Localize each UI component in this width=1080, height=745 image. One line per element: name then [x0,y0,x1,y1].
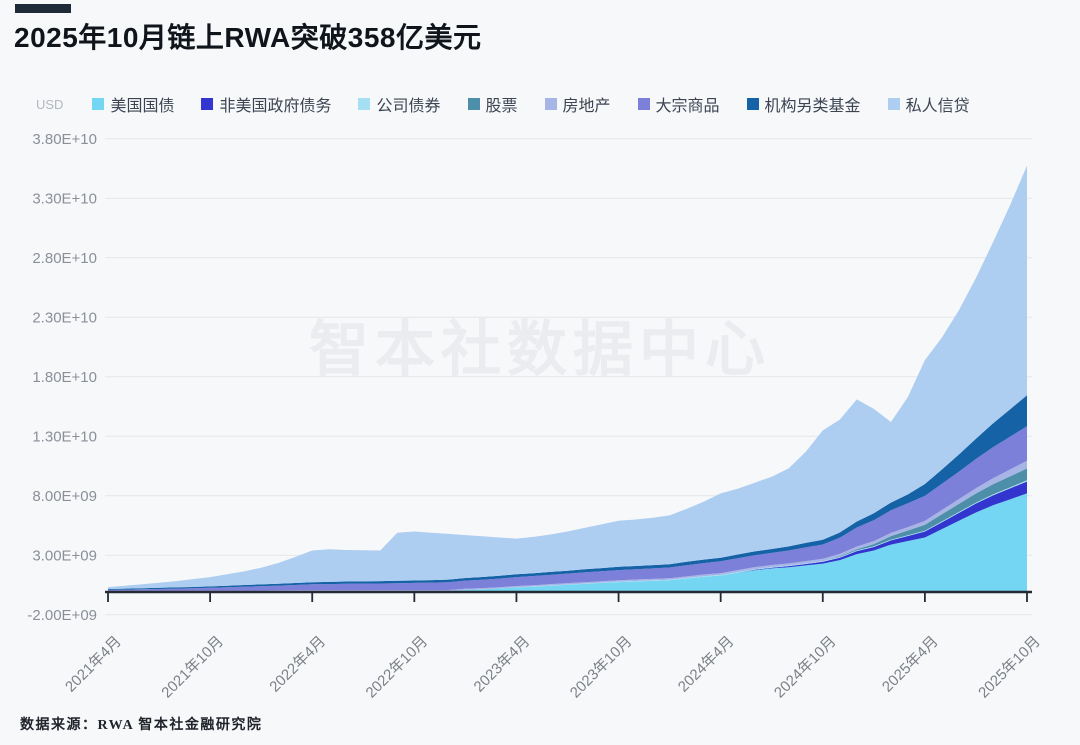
legend-label-real-estate: 房地产 [562,98,611,115]
x-tick-label: 2022年10月 [363,633,432,702]
page-title: 2025年10月链上RWA突破358亿美元 [14,22,482,53]
x-tick-label: 2024年4月 [675,633,738,696]
legend-swatch-us-treasury [92,98,105,110]
legend-label-institutional-alt-funds: 机构另类基金 [764,98,861,115]
chart-legend: USD 美国国债 非美国政府债务 公司债券 股票 房地产 大宗商品 机构另类基金 私人信贷 [36,92,1060,116]
x-axis [105,590,1032,602]
legend-label-private-credit: 私人信贷 [905,98,970,115]
y-tick-label: 8.00E+09 [32,488,97,505]
legend-swatch-institutional-alt-funds [746,98,759,110]
stacked-areas [108,165,1027,591]
y-tick-label: 3.00E+09 [32,547,97,564]
legend-swatch-non-us-gov-debt [201,98,214,110]
x-tick-label: 2023年4月 [471,633,534,696]
legend-label-non-us-gov-debt: 非美国政府债务 [219,98,332,115]
legend-label-corporate-bonds: 公司债券 [376,98,441,115]
y-tick-label: 1.30E+10 [32,428,97,445]
x-tick-label: 2025年10月 [975,633,1044,702]
x-tick-label: 2025年4月 [879,633,942,696]
y-axis-unit-label: USD [36,96,64,112]
y-tick-label: 2.30E+10 [32,309,97,326]
legend-item-stocks[interactable]: 股票 [467,92,518,116]
legend-item-commodities[interactable]: 大宗商品 [637,92,720,116]
legend-label-stocks: 股票 [485,98,518,115]
y-axis-labels: 3.80E+10 3.30E+10 2.80E+10 2.30E+10 1.80E+10… [27,131,97,624]
legend-swatch-commodities [637,98,650,110]
y-tick-label: 3.80E+10 [32,131,97,148]
legend-item-non-us-gov-debt[interactable]: 非美国政府债务 [201,92,331,116]
x-tick-label: 2022年4月 [266,633,329,696]
y-tick-label: 1.80E+10 [32,369,97,386]
legend-swatch-stocks [467,98,480,110]
x-tick-label: 2023年10月 [567,633,636,702]
legend-item-corporate-bonds[interactable]: 公司债券 [358,92,441,116]
legend-item-us-treasury[interactable]: 美国国债 [92,92,174,116]
legend-swatch-corporate-bonds [358,98,371,110]
y-tick-label: 2.80E+10 [32,250,97,267]
x-tick-label: 2021年10月 [158,633,227,702]
y-tick-label: -2.00E+09 [27,607,97,624]
data-source-note: 数据来源：RWA 智本社金融研究院 [20,718,263,733]
title-accent-bar [15,4,71,13]
legend-swatch-real-estate [544,98,557,110]
x-tick-label: 2024年10月 [771,633,840,702]
legend-label-us-treasury: 美国国债 [110,98,175,115]
y-tick-label: 3.30E+10 [32,190,97,207]
legend-item-private-credit[interactable]: 私人信贷 [887,92,970,116]
chart-legend-items: 美国国债 非美国政府债务 公司债券 股票 房地产 大宗商品 机构另类基金 私人信贷 [92,92,970,116]
legend-swatch-private-credit [887,98,900,110]
x-tick-label: 2021年4月 [62,633,125,696]
legend-item-institutional-alt-funds[interactable]: 机构另类基金 [746,92,861,116]
watermark-text: 智本社数据中心 [309,316,771,383]
legend-item-real-estate[interactable]: 房地产 [544,92,611,116]
legend-label-commodities: 大宗商品 [655,98,720,115]
area-us-treasury [108,493,1027,591]
y-gridlines [105,138,1032,616]
area-private-credit [108,165,1027,589]
x-axis-labels: 2021年4月 2021年10月 2022年4月 2022年10月 2023年4月 202… [62,633,1044,702]
area-commodities [108,426,1027,591]
